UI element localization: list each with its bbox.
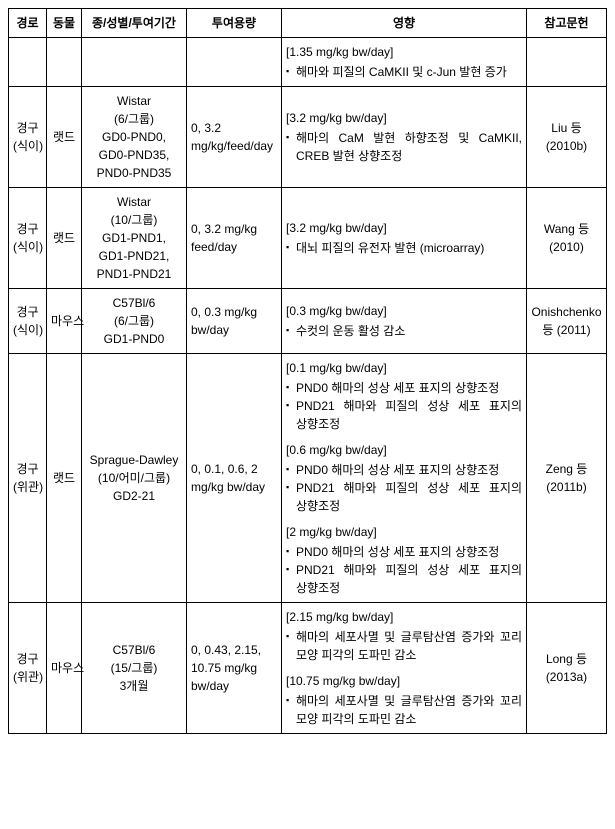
cell-dose: 0, 3.2 mg/kg/feed/day [187,87,282,188]
effect-item: PND21 해마와 피질의 성상 세포 표지의 상향조정 [286,479,522,515]
table-row: 경구(식이)랫드Wistar(10/그룹)GD1-PND1,GD1-PND21,… [9,188,607,289]
effect-list: 해마의 세포사멸 및 글루탐산염 증가와 꼬리 모양 피각의 도파민 감소 [286,692,522,728]
table-header-row: 경로 동물 종/성별/투여기간 투여용량 영향 참고문헌 [9,9,607,38]
cell-strain: C57Bl/6(6/그룹)GD1-PND0 [82,289,187,354]
header-route: 경로 [9,9,47,38]
cell-route: 경구(위관) [9,603,47,734]
effect-dose-label: [3.2 mg/kg bw/day] [286,109,522,127]
cell-strain: Wistar(6/그룹)GD0-PND0,GD0-PND35,PND0-PND3… [82,87,187,188]
cell-animal: 마우스 [47,603,82,734]
effect-list: 해마의 세포사멸 및 글루탐산염 증가와 꼬리 모양 피각의 도파민 감소 [286,628,522,664]
cell-effect: [3.2 mg/kg bw/day] 해마의 CaM 발현 하향조정 및 CaMK… [282,87,527,188]
effect-dose-label: [2.15 mg/kg bw/day] [286,608,522,626]
cell-ref: Onishchenko 등 (2011) [527,289,607,354]
header-dose: 투여용량 [187,9,282,38]
effect-dose-label: [0.3 mg/kg bw/day] [286,302,522,320]
cell-ref: Wang 등 (2010) [527,188,607,289]
effect-item: PND0 해마의 성상 세포 표지의 상향조정 [286,461,522,479]
cell-effect: [3.2 mg/kg bw/day] 대뇌 피질의 유전자 발현 (microar… [282,188,527,289]
cell-dose: 0, 3.2 mg/kg feed/day [187,188,282,289]
cell-dose: 0, 0.1, 0.6, 2 mg/kg bw/day [187,354,282,603]
effect-item: PND21 해마와 피질의 성상 세포 표지의 상향조정 [286,561,522,597]
cell-animal [47,38,82,87]
effect-item: PND0 해마의 성상 세포 표지의 상향조정 [286,379,522,397]
effect-item: 수컷의 운동 활성 감소 [286,322,522,340]
effect-list: PND0 해마의 성상 세포 표지의 상향조정PND21 해마와 피질의 성상 … [286,461,522,515]
effect-dose-label: [10.75 mg/kg bw/day] [286,672,522,690]
cell-ref: Long 등 (2013a) [527,603,607,734]
cell-route [9,38,47,87]
header-ref: 참고문헌 [527,9,607,38]
effect-item: 해마와 피질의 CaMKII 및 c-Jun 발현 증가 [286,63,522,81]
table-row: [1.35 mg/kg bw/day] 해마와 피질의 CaMKII 및 c-Ju… [9,38,607,87]
cell-ref: Zeng 등 (2011b) [527,354,607,603]
header-animal: 동물 [47,9,82,38]
effect-item: 해마의 세포사멸 및 글루탐산염 증가와 꼬리 모양 피각의 도파민 감소 [286,692,522,728]
header-strain: 종/성별/투여기간 [82,9,187,38]
table-row: 경구(위관)랫드Sprague-Dawley(10/어미/그룹)GD2-210,… [9,354,607,603]
effect-dose-label: [0.1 mg/kg bw/day] [286,359,522,377]
cell-dose [187,38,282,87]
cell-ref [527,38,607,87]
effect-dose-label: [0.6 mg/kg bw/day] [286,441,522,459]
effect-item: 대뇌 피질의 유전자 발현 (microarray) [286,239,522,257]
cell-dose: 0, 0.3 mg/kg bw/day [187,289,282,354]
cell-strain: C57Bl/6(15/그룹)3개월 [82,603,187,734]
cell-effect: [0.3 mg/kg bw/day] 수컷의 운동 활성 감소 [282,289,527,354]
header-effect: 영향 [282,9,527,38]
cell-animal: 랫드 [47,188,82,289]
cell-strain: Sprague-Dawley(10/어미/그룹)GD2-21 [82,354,187,603]
effect-list: 해마와 피질의 CaMKII 및 c-Jun 발현 증가 [286,63,522,81]
effect-item: PND21 해마와 피질의 성상 세포 표지의 상향조정 [286,397,522,433]
cell-animal: 랫드 [47,87,82,188]
effect-dose-label: [2 mg/kg bw/day] [286,523,522,541]
cell-ref: Liu 등 (2010b) [527,87,607,188]
table-row: 경구(식이)랫드Wistar(6/그룹)GD0-PND0,GD0-PND35,P… [9,87,607,188]
effect-item: 해마의 세포사멸 및 글루탐산염 증가와 꼬리 모양 피각의 도파민 감소 [286,628,522,664]
effect-list: 대뇌 피질의 유전자 발현 (microarray) [286,239,522,257]
cell-effect: [2.15 mg/kg bw/day] 해마의 세포사멸 및 글루탐산염 증가와 … [282,603,527,734]
cell-strain [82,38,187,87]
effect-item: PND0 해마의 성상 세포 표지의 상향조정 [286,543,522,561]
table-row: 경구(위관)마우스C57Bl/6(15/그룹)3개월0, 0.43, 2.15,… [9,603,607,734]
effect-list: 수컷의 운동 활성 감소 [286,322,522,340]
effect-list: PND0 해마의 성상 세포 표지의 상향조정PND21 해마와 피질의 성상 … [286,379,522,433]
cell-effect: [1.35 mg/kg bw/day] 해마와 피질의 CaMKII 및 c-Ju… [282,38,527,87]
effect-dose-label: [3.2 mg/kg bw/day] [286,219,522,237]
cell-route: 경구(위관) [9,354,47,603]
cell-route: 경구(식이) [9,87,47,188]
table-body: [1.35 mg/kg bw/day] 해마와 피질의 CaMKII 및 c-Ju… [9,38,607,734]
cell-animal: 랫드 [47,354,82,603]
cell-strain: Wistar(10/그룹)GD1-PND1,GD1-PND21,PND1-PND… [82,188,187,289]
cell-route: 경구(식이) [9,289,47,354]
effect-dose-label: [1.35 mg/kg bw/day] [286,43,522,61]
cell-animal: 마우스 [47,289,82,354]
cell-effect: [0.1 mg/kg bw/day] PND0 해마의 성상 세포 표지의 상향조… [282,354,527,603]
cell-route: 경구(식이) [9,188,47,289]
effect-list: 해마의 CaM 발현 하향조정 및 CaMKII, CREB 발현 상향조정 [286,129,522,165]
effect-list: PND0 해마의 성상 세포 표지의 상향조정PND21 해마와 피질의 성상 … [286,543,522,597]
effect-item: 해마의 CaM 발현 하향조정 및 CaMKII, CREB 발현 상향조정 [286,129,522,165]
toxicity-table: 경로 동물 종/성별/투여기간 투여용량 영향 참고문헌 [1.35 mg/kg… [8,8,607,734]
table-row: 경구(식이)마우스C57Bl/6(6/그룹)GD1-PND00, 0.3 mg/… [9,289,607,354]
cell-dose: 0, 0.43, 2.15, 10.75 mg/kg bw/day [187,603,282,734]
